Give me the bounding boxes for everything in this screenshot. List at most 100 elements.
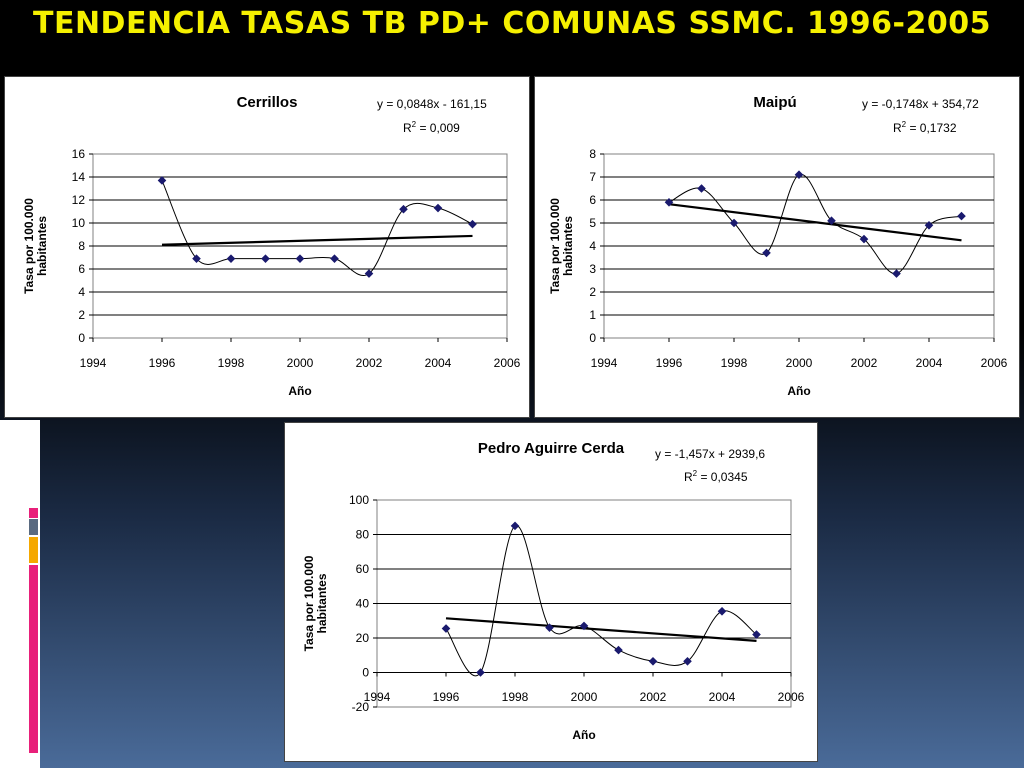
data-point bbox=[226, 254, 236, 263]
y-tick-label: 7 bbox=[589, 170, 596, 184]
data-point bbox=[729, 218, 739, 228]
trendline bbox=[668, 203, 962, 242]
x-tick-label: 2000 bbox=[571, 690, 598, 704]
trendline-equation: y = -0,1748x + 354,72 bbox=[862, 97, 979, 111]
x-tick-label: 2002 bbox=[356, 356, 383, 370]
x-tick-label: 2002 bbox=[640, 690, 667, 704]
x-tick-label: 2002 bbox=[851, 356, 878, 370]
y-tick-label: 8 bbox=[589, 147, 596, 161]
data-point bbox=[664, 197, 674, 207]
data-point bbox=[859, 234, 869, 244]
r-squared-label: R2 = 0,0345 bbox=[684, 469, 748, 484]
accent-bar-gray bbox=[29, 519, 38, 535]
r-squared-value: = 0,1732 bbox=[906, 121, 957, 135]
left-decor-strip bbox=[0, 420, 40, 768]
r-squared-exponent: 2 bbox=[412, 120, 417, 129]
y-tick-label: 6 bbox=[589, 193, 596, 207]
y-tick-label: 2 bbox=[78, 308, 85, 322]
trendline bbox=[161, 234, 473, 246]
x-axis-label: Año bbox=[572, 728, 595, 742]
chart-pedro-aguirre-cerda: -20 0 20 40 60 80 100 1994 1996 1998 2000 2002 2004 2… bbox=[302, 440, 805, 742]
x-tick-label: 1998 bbox=[218, 356, 245, 370]
data-point bbox=[330, 254, 339, 263]
x-tick-label: 2004 bbox=[916, 356, 943, 370]
data-point bbox=[614, 645, 623, 655]
y-tick-label: 0 bbox=[589, 331, 596, 345]
data-point bbox=[579, 621, 589, 631]
y-axis-label-line: Tasa por 100.000 bbox=[22, 198, 36, 294]
data-point bbox=[545, 623, 554, 632]
trendline-equation: y = -1,457x + 2939,6 bbox=[655, 447, 765, 461]
y-tick-label: 6 bbox=[78, 262, 85, 276]
y-tick-label: 20 bbox=[356, 631, 370, 645]
y-tick-label: 2 bbox=[589, 285, 596, 299]
r-squared-prefix: R bbox=[403, 121, 412, 135]
r-squared-label: R2 = 0,009 bbox=[403, 120, 460, 135]
x-tick-label: 2006 bbox=[494, 356, 521, 370]
data-point bbox=[510, 521, 520, 531]
x-tick-label: 2004 bbox=[709, 690, 736, 704]
y-axis-label-line: Tasa por 100.000 bbox=[548, 198, 562, 294]
data-point bbox=[157, 176, 167, 185]
x-tick-label: 1998 bbox=[721, 356, 748, 370]
data-point bbox=[752, 630, 761, 639]
y-tick-label: 14 bbox=[72, 170, 86, 184]
data-point bbox=[399, 204, 408, 214]
data-point bbox=[957, 211, 966, 221]
data-point bbox=[295, 254, 305, 263]
series-line bbox=[668, 174, 962, 275]
chart-title: Pedro Aguirre Cerda bbox=[478, 440, 625, 457]
data-point bbox=[441, 624, 451, 633]
y-axis-label: Tasa por 100.000habitantes bbox=[302, 555, 329, 651]
r-squared-prefix: R bbox=[684, 470, 693, 484]
chart-panel-cerrillos: 0 2 4 6 8 10 12 14 16 1994 1996 1998 2000 2002 2004 200… bbox=[4, 76, 530, 418]
y-axis-label-line: habitantes bbox=[561, 216, 575, 276]
data-point bbox=[717, 606, 727, 616]
x-tick-label: 1998 bbox=[502, 690, 529, 704]
x-tick-label: 2006 bbox=[778, 690, 805, 704]
y-axis-label-line: habitantes bbox=[35, 216, 49, 276]
data-point bbox=[261, 254, 270, 263]
data-point bbox=[762, 248, 771, 258]
chart-panel-pedro-aguirre-cerda: -20 0 20 40 60 80 100 1994 1996 1998 2000 2002 2004 2… bbox=[284, 422, 818, 762]
accent-bar-pink bbox=[29, 508, 38, 518]
data-point bbox=[697, 184, 706, 193]
x-axis-label: Año bbox=[288, 384, 311, 398]
y-axis-label-line: habitantes bbox=[315, 573, 329, 633]
chart-maipu: 0 1 2 3 4 5 6 7 8 1994 1996 1998 2000 2002 2004 2006 Mai… bbox=[548, 94, 1008, 398]
r-squared-value: = 0,0345 bbox=[697, 470, 748, 484]
chart-panel-maipu: 0 1 2 3 4 5 6 7 8 1994 1996 1998 2000 2002 2004 2006 Mai… bbox=[534, 76, 1020, 418]
x-tick-label: 2004 bbox=[425, 356, 452, 370]
series-line bbox=[161, 180, 473, 276]
y-tick-label: 40 bbox=[356, 597, 370, 611]
data-point bbox=[468, 219, 477, 229]
r-squared-label: R2 = 0,1732 bbox=[893, 120, 957, 135]
y-tick-label: 100 bbox=[349, 493, 369, 507]
accent-bar-orange bbox=[29, 537, 38, 563]
y-axis-label-line: Tasa por 100.000 bbox=[302, 555, 316, 651]
x-tick-label: 2000 bbox=[287, 356, 314, 370]
data-point bbox=[433, 203, 443, 213]
y-tick-label: -20 bbox=[352, 700, 370, 714]
data-point bbox=[476, 668, 485, 677]
x-tick-label: 1994 bbox=[591, 356, 618, 370]
data-point bbox=[827, 216, 836, 226]
y-tick-label: 12 bbox=[72, 193, 86, 207]
x-tick-label: 1994 bbox=[80, 356, 107, 370]
y-tick-label: 4 bbox=[78, 285, 85, 299]
y-tick-label: 4 bbox=[589, 239, 596, 253]
r-squared-exponent: 2 bbox=[693, 469, 698, 478]
x-tick-label: 2000 bbox=[786, 356, 813, 370]
x-tick-label: 1994 bbox=[364, 690, 391, 704]
x-tick-label: 1996 bbox=[433, 690, 460, 704]
data-point bbox=[648, 656, 658, 666]
data-point bbox=[364, 269, 374, 278]
y-tick-label: 10 bbox=[72, 216, 86, 230]
x-tick-label: 2006 bbox=[981, 356, 1008, 370]
slide-title: TENDENCIA TASAS TB PD+ COMUNAS SSMC. 199… bbox=[32, 6, 991, 41]
r-squared-prefix: R bbox=[893, 121, 902, 135]
r-squared-exponent: 2 bbox=[902, 120, 907, 129]
x-tick-label: 1996 bbox=[149, 356, 176, 370]
y-tick-label: 0 bbox=[78, 331, 85, 345]
y-tick-label: 80 bbox=[356, 528, 370, 542]
